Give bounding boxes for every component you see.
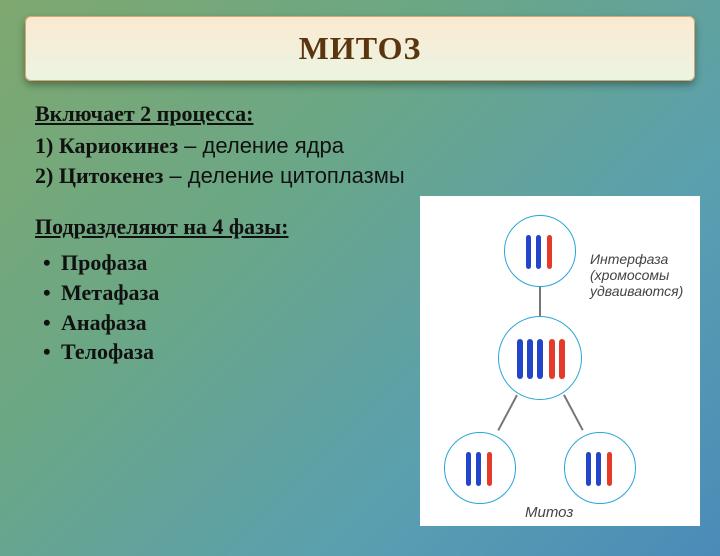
process-1-sep: – [178, 133, 202, 158]
chromosome [517, 339, 523, 379]
diagram-edge [563, 395, 583, 431]
diagram-edge [497, 395, 517, 431]
cell-interphase [504, 215, 576, 287]
chromosome [536, 235, 541, 269]
chromosome [607, 452, 612, 486]
mitosis-diagram: Интерфаза(хромосомыудваиваются) Митоз [420, 196, 700, 526]
chromosome [466, 452, 471, 486]
process-2-sep: – [163, 163, 187, 188]
process-1-desc: деление ядра [203, 133, 344, 158]
chromosome [596, 452, 601, 486]
diagram-label: Интерфаза(хромосомыудваиваются) [590, 251, 683, 299]
cell-duplicated [498, 316, 582, 400]
title-box: МИТОЗ [25, 16, 695, 81]
chromosome [547, 235, 552, 269]
chromosome [549, 339, 555, 379]
processes-heading: Включает 2 процесса: [35, 101, 685, 127]
chromosome [586, 452, 591, 486]
chromosome [527, 339, 533, 379]
process-2-desc: деление цитоплазмы [188, 163, 405, 188]
process-1-num: 1) [35, 133, 53, 158]
cell-daughter2 [564, 432, 636, 504]
chromosome [559, 339, 565, 379]
chromosome [526, 235, 531, 269]
cell-daughter1 [444, 432, 516, 504]
chromosome [476, 452, 481, 486]
diagram-label: Митоз [525, 504, 573, 521]
diagram-edge [539, 287, 541, 316]
process-2-num: 2) [35, 163, 53, 188]
process-2: 2) Цитокенез – деление цитоплазмы [35, 161, 685, 191]
process-1-name: Кариокинез [59, 133, 178, 158]
process-1: 1) Кариокинез – деление ядра [35, 131, 685, 161]
chromosome [487, 452, 492, 486]
process-2-name: Цитокенез [59, 163, 163, 188]
page-title: МИТОЗ [35, 30, 685, 67]
chromosome [537, 339, 543, 379]
